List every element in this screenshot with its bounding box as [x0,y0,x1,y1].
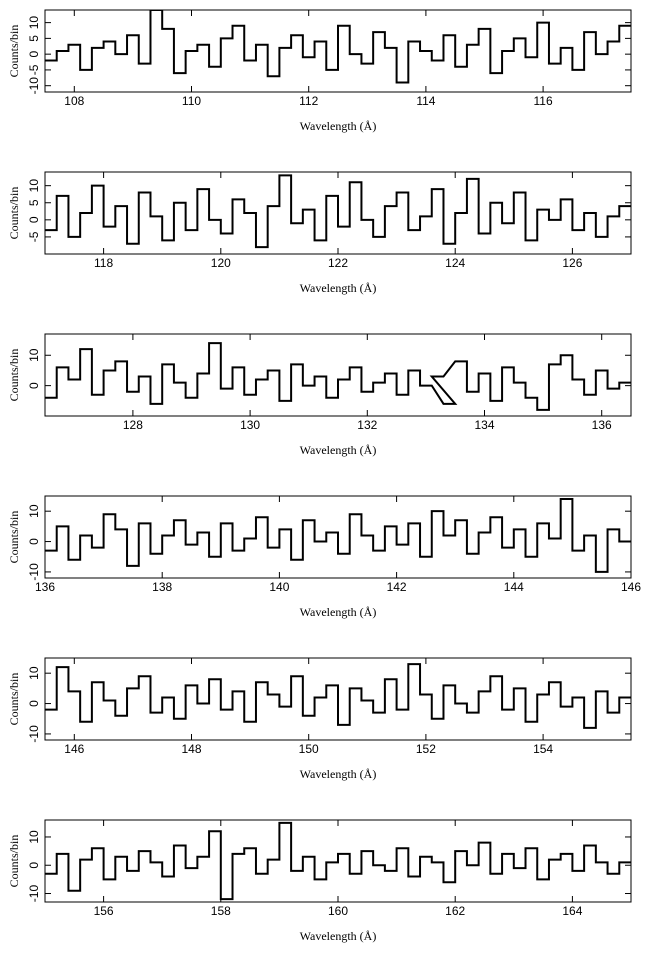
step-line [45,10,631,84]
x-tick-label: 126 [562,256,582,270]
y-tick-label: 5 [27,35,41,42]
y-tick-label: 0 [27,538,41,545]
x-tick-label: 158 [211,904,231,918]
x-tick-label: 138 [152,580,172,594]
x-tick-label: 142 [387,580,407,594]
y-axis-label: Counts/bin [7,673,21,726]
y-tick-label: 5 [27,199,41,206]
x-tick-label: 110 [182,94,201,108]
x-tick-label: 130 [240,418,260,432]
y-tick-label: 0 [27,862,41,869]
y-tick-label: -10 [27,885,41,903]
x-tick-label: 164 [562,904,582,918]
x-tick-label: 162 [445,904,465,918]
x-tick-label: 114 [416,94,435,108]
x-axis-label: Wavelength (Å) [300,281,377,295]
x-tick-label: 108 [64,94,84,108]
x-tick-label: 152 [416,742,436,756]
y-tick-label: -10 [27,725,41,743]
x-tick-label: 112 [299,94,318,108]
step-line [45,498,631,573]
x-tick-label: 160 [328,904,348,918]
x-tick-label: 134 [474,418,494,432]
plot-frame [44,9,632,93]
plot-frame [44,657,632,741]
y-tick-label: 10 [27,504,41,518]
x-tick-label: 132 [357,418,377,432]
x-tick-label: 136 [592,418,612,432]
y-tick-label: -10 [27,77,41,95]
y-tick-label: 10 [27,830,41,844]
x-axis-label: Wavelength (Å) [300,929,377,943]
x-tick-label: 156 [94,904,114,918]
plot-frame [44,495,632,579]
x-tick-label: 146 [621,580,641,594]
y-tick-label: 10 [27,666,41,680]
y-tick-label: 0 [27,700,41,707]
x-tick-label: 140 [269,580,289,594]
x-tick-label: 120 [211,256,231,270]
x-tick-label: 154 [533,742,553,756]
y-axis-label: Counts/bin [7,187,21,240]
y-tick-label: 10 [27,348,41,362]
x-axis-label: Wavelength (Å) [300,767,377,781]
y-tick-label: 0 [27,216,41,223]
step-line [45,663,631,729]
y-tick-label: 10 [27,179,41,193]
y-tick-label: -5 [27,64,41,75]
y-tick-label: 0 [27,50,41,57]
y-tick-label: 0 [27,382,41,389]
y-tick-label: -10 [27,563,41,581]
y-axis-label: Counts/bin [7,349,21,402]
x-axis-label: Wavelength (Å) [300,605,377,619]
step-line [45,342,631,411]
y-axis-label: Counts/bin [7,25,21,78]
y-tick-label: -5 [27,231,41,242]
x-tick-label: 148 [181,742,201,756]
x-axis-label: Wavelength (Å) [300,443,377,457]
plot-frame [44,333,632,417]
x-axis-label: Wavelength (Å) [300,119,377,133]
x-tick-label: 118 [94,256,113,270]
x-tick-label: 150 [299,742,319,756]
x-tick-label: 136 [35,580,55,594]
x-tick-label: 144 [504,580,524,594]
y-tick-label: 10 [27,16,41,30]
step-line [45,821,631,901]
x-tick-label: 122 [328,256,348,270]
y-axis-label: Counts/bin [7,511,21,564]
x-tick-label: 128 [123,418,143,432]
y-axis-label: Counts/bin [7,835,21,888]
x-tick-label: 124 [445,256,465,270]
step-line [45,174,631,249]
x-tick-label: 116 [534,94,553,108]
x-tick-label: 146 [64,742,84,756]
